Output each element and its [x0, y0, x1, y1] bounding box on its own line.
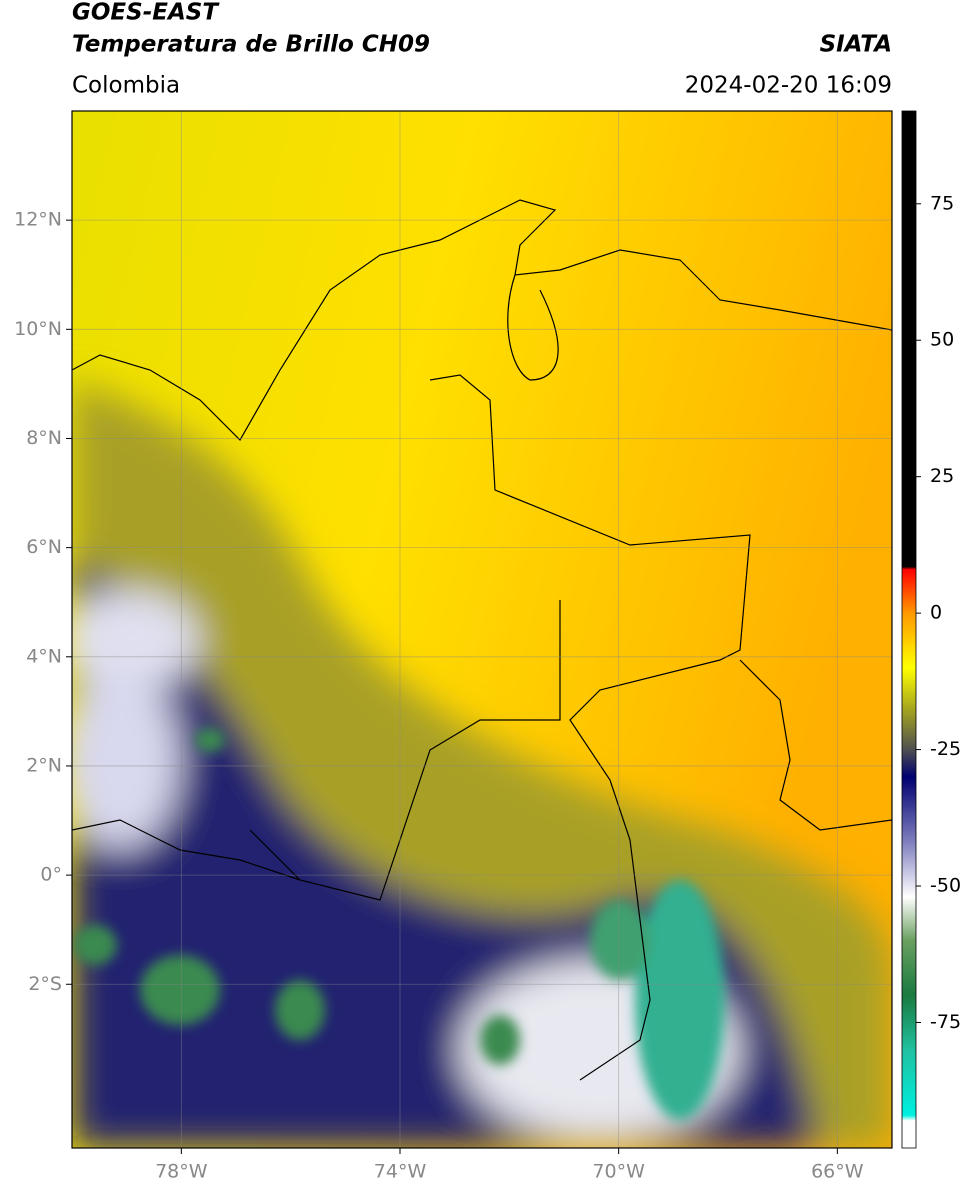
y-tick-label: 8°N: [26, 427, 62, 449]
colorbar: [901, 110, 917, 1149]
colorbar-tick-label: 25: [930, 465, 954, 487]
colorbar-tick-label: -75: [930, 1011, 961, 1033]
source: SIATA: [820, 32, 892, 58]
x-tick-label: 66°W: [811, 1161, 864, 1183]
datetime: 2024-02-20 16:09: [685, 73, 892, 99]
x-tick-label: 70°W: [592, 1161, 645, 1183]
colorbar-tick-label: 0: [930, 602, 942, 624]
x-tick-label: 78°W: [155, 1161, 208, 1183]
colorbar-tick-label: -25: [930, 738, 961, 760]
x-tick-label: 74°W: [374, 1161, 427, 1183]
colorbar-tick-label: -50: [930, 875, 961, 897]
y-tick-label: 2°N: [26, 754, 62, 776]
y-tick-label: 10°N: [14, 318, 62, 340]
y-tick-label: 12°N: [14, 209, 62, 231]
region: Colombia: [72, 73, 180, 99]
y-tick-label: 2°S: [28, 973, 62, 995]
product: Temperatura de Brillo CH09: [72, 32, 430, 58]
colorbar-tick-label: 50: [930, 329, 954, 351]
y-tick-label: 4°N: [26, 645, 62, 667]
map-frame: [71, 110, 893, 1149]
y-tick-label: 0°: [40, 864, 62, 886]
satellite: GOES-EAST: [72, 0, 220, 26]
satellite-image: [72, 111, 892, 1148]
y-tick-label: 6°N: [26, 536, 62, 558]
colorbar-tick-label: 75: [930, 192, 954, 214]
